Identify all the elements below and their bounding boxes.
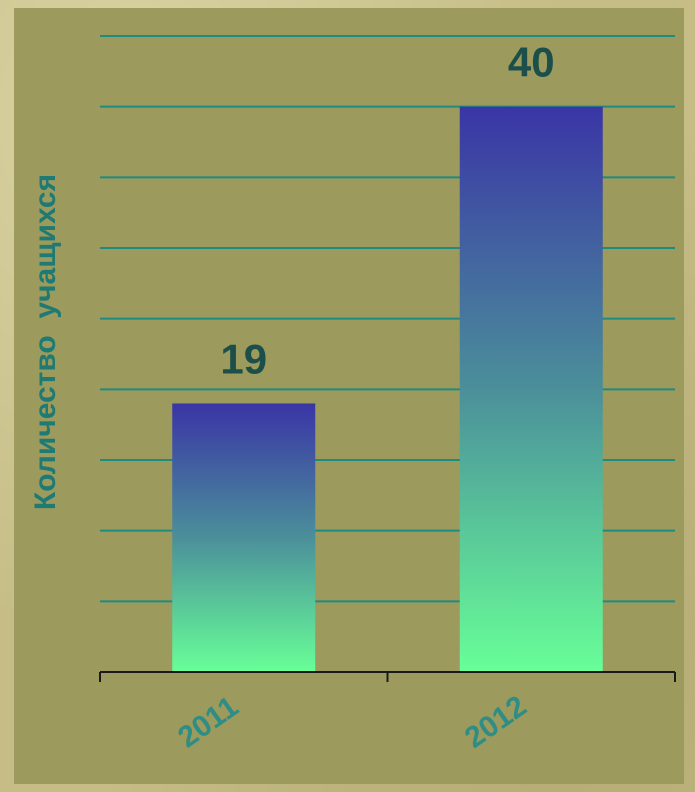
tick-label-2011: 2011 bbox=[172, 690, 244, 754]
tick-label-2012: 2012 bbox=[459, 690, 533, 755]
bar-2012 bbox=[459, 106, 603, 672]
data-label-2011: 19 bbox=[220, 335, 267, 382]
bars bbox=[172, 106, 603, 672]
data-label-2012: 40 bbox=[508, 39, 555, 86]
x-axis bbox=[99, 671, 676, 682]
bar-2011 bbox=[172, 403, 316, 672]
tick-labels: 2011 2012 bbox=[172, 690, 532, 755]
